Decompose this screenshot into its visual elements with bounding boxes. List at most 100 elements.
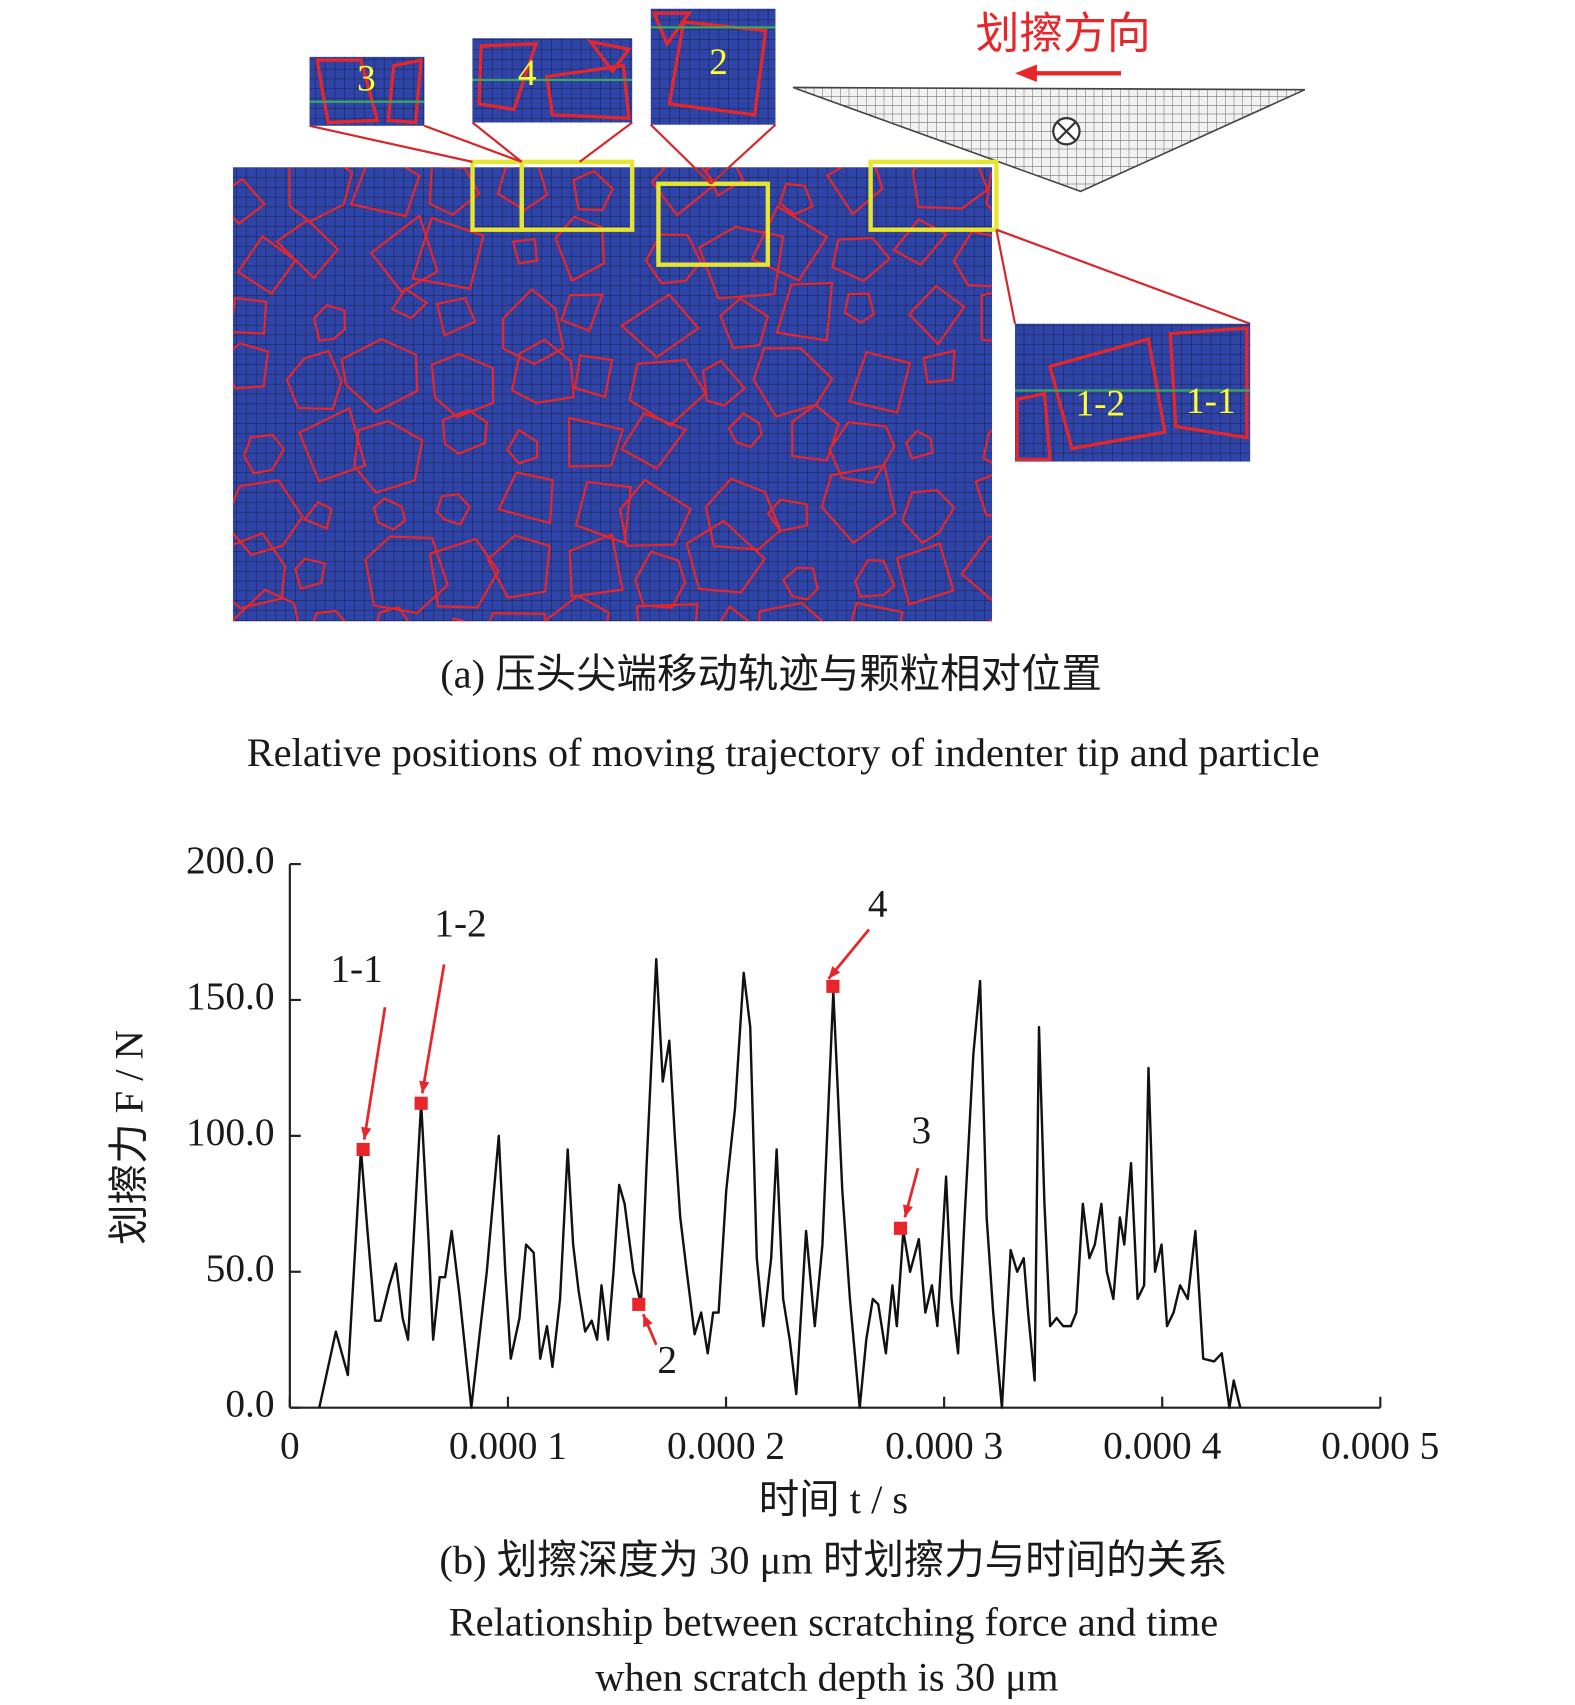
grain [778, 182, 814, 216]
grain [791, 403, 841, 462]
grain [496, 167, 549, 212]
insets: 3 4 2 1-2 1-1 [309, 8, 1251, 462]
grain [727, 412, 763, 449]
grain [428, 537, 500, 609]
grain [372, 497, 407, 531]
highlight-boxes [470, 159, 999, 267]
caption-b-en: Relationship between scratching force an… [449, 1600, 1218, 1645]
grain [411, 216, 485, 290]
x-tick-label: 0.000 1 [449, 1423, 567, 1467]
grain [750, 204, 829, 282]
caption-a-cn: (a) 压头尖端移动轨迹与颗粒相对位置 [440, 651, 1102, 696]
grain [560, 293, 605, 333]
grain [620, 412, 688, 470]
annotation-label: 1-1 [330, 946, 382, 990]
grain [704, 167, 745, 198]
connector [579, 121, 633, 163]
connectors [309, 121, 1251, 325]
grain [232, 177, 267, 226]
grain [497, 471, 554, 525]
connector [995, 229, 1017, 324]
y-tick-label: 100.0 [186, 1110, 275, 1154]
x-tick-label: 0.000 5 [1321, 1423, 1439, 1467]
annotation-label: 2 [657, 1337, 677, 1381]
annotation-arrowhead [828, 966, 841, 979]
y-tick-label: 0.0 [225, 1382, 274, 1426]
figure-a: 划擦方向 [232, 8, 1320, 775]
grain [825, 167, 884, 216]
inset [309, 56, 425, 126]
grain [275, 218, 340, 280]
annotation-arrow [420, 964, 446, 1094]
annotation-arrowhead [419, 1080, 430, 1094]
x-axis-title: 时间 t / s [759, 1477, 908, 1522]
grain [349, 167, 421, 218]
grain [369, 213, 439, 294]
grain [907, 284, 966, 346]
grain [568, 533, 624, 598]
grain [635, 603, 699, 622]
grain [719, 297, 769, 350]
grain [982, 429, 993, 464]
grain [232, 479, 304, 557]
grain [752, 347, 834, 418]
grain [353, 419, 424, 494]
annotation-marker [632, 1297, 646, 1311]
grain [848, 350, 912, 414]
inset-label: 4 [518, 53, 537, 94]
grain [697, 225, 785, 300]
grain [704, 477, 782, 551]
chart: 时间 t / s 划擦力 F / N (b) 划擦深度为 30 μm 时划擦力与… [107, 838, 1440, 1699]
x-tick-label: 0.000 4 [1103, 1423, 1221, 1467]
inset-grain [1015, 326, 1249, 462]
annotation-label: 1-2 [434, 901, 486, 945]
grain [567, 416, 625, 468]
x-tick-label: 0.000 3 [885, 1423, 1003, 1467]
y-tick-label: 50.0 [206, 1246, 275, 1290]
annotation-marker [826, 979, 840, 993]
grain [390, 287, 429, 320]
grain [574, 480, 632, 545]
grain [775, 281, 834, 342]
grain [232, 342, 270, 390]
grain [905, 429, 934, 460]
y-tick-label: 200.0 [186, 838, 275, 882]
grain [685, 519, 767, 594]
grains [232, 167, 993, 622]
connector [650, 123, 712, 185]
grain [901, 489, 956, 545]
grain [974, 473, 993, 517]
grain [502, 288, 565, 366]
grain [980, 291, 993, 342]
grain [831, 236, 892, 283]
grain [850, 601, 904, 622]
connector [309, 124, 473, 163]
grain [573, 354, 614, 399]
grain [843, 292, 876, 324]
grain [895, 542, 955, 606]
grain [828, 421, 896, 484]
grain [232, 296, 268, 335]
grain [312, 303, 346, 342]
grain [511, 238, 539, 265]
grain [782, 566, 819, 601]
grain [506, 428, 539, 465]
grain [312, 610, 347, 622]
inset-label: 3 [357, 59, 376, 100]
grain [911, 167, 989, 210]
y-axis-title: 划擦力 F / N [107, 1030, 152, 1245]
inset-label: 1-1 [1186, 381, 1236, 422]
mesh-panel [232, 167, 993, 622]
direction-arrowhead [1015, 64, 1037, 83]
grain [376, 605, 410, 622]
grain [340, 337, 419, 414]
grain [285, 349, 343, 411]
box-1 [868, 159, 999, 232]
grain [364, 535, 449, 615]
grain [435, 296, 477, 337]
box-4 [519, 159, 635, 232]
x-tick-label: 0 [280, 1423, 300, 1467]
annotation-label: 4 [868, 882, 888, 926]
connector [471, 121, 523, 163]
